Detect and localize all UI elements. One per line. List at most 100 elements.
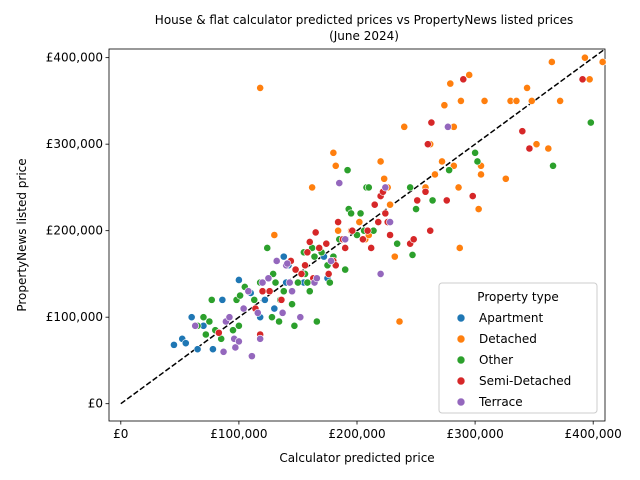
- point-semi-detached: [315, 244, 324, 252]
- point-apartment: [235, 276, 243, 284]
- point-semi-detached: [578, 75, 587, 84]
- point-apartment: [279, 252, 288, 261]
- legend: Property type Apartment Detached Other Semi…: [438, 282, 598, 414]
- point-terrace: [253, 308, 262, 317]
- legend-marker-other: [456, 355, 466, 365]
- point-detached: [431, 170, 439, 179]
- point-other: [279, 287, 288, 296]
- point-semi-detached: [258, 287, 267, 296]
- point-other: [343, 166, 352, 175]
- point-other: [364, 183, 373, 192]
- point-detached: [331, 161, 340, 170]
- point-other: [201, 330, 210, 339]
- y-tick-label: £400,000: [46, 51, 103, 65]
- point-other: [305, 287, 314, 296]
- point-semi-detached: [459, 75, 468, 84]
- y-tick-label: £100,000: [46, 310, 103, 324]
- point-terrace: [235, 337, 243, 346]
- point-semi-detached: [277, 295, 286, 304]
- point-semi-detached: [334, 218, 343, 226]
- point-other: [406, 183, 415, 192]
- point-other: [268, 313, 276, 322]
- point-terrace: [312, 274, 321, 283]
- point-semi-detached: [381, 209, 390, 218]
- point-detached: [474, 205, 483, 213]
- point-detached: [465, 71, 474, 79]
- y-axis-label: PropertyNews listed price: [15, 158, 29, 311]
- point-detached: [480, 97, 489, 105]
- point-detached: [376, 157, 385, 166]
- point-detached: [440, 101, 449, 110]
- point-other: [325, 278, 334, 287]
- point-semi-detached: [322, 239, 331, 248]
- point-semi-detached: [386, 231, 394, 239]
- point-semi-detached: [291, 265, 300, 274]
- point-semi-detached: [359, 235, 367, 244]
- point-semi-detached: [370, 200, 379, 209]
- point-terrace: [256, 334, 265, 343]
- point-other: [271, 278, 280, 287]
- legend-label-terrace: Terrace: [478, 395, 523, 409]
- point-other: [288, 300, 296, 309]
- point-semi-detached: [297, 270, 306, 278]
- point-semi-detached: [421, 187, 430, 196]
- legend-label-other: Other: [479, 353, 513, 367]
- point-semi-detached: [427, 118, 436, 127]
- point-detached: [512, 97, 521, 105]
- point-apartment: [187, 313, 196, 322]
- y-axis: £0 £100,000 £200,000 £300,000 £400,000: [46, 51, 109, 411]
- point-other: [347, 209, 355, 218]
- point-semi-detached: [518, 127, 527, 136]
- point-terrace: [386, 218, 394, 226]
- point-terrace: [239, 304, 248, 313]
- point-terrace: [264, 274, 273, 283]
- point-detached: [355, 218, 364, 226]
- point-other: [205, 317, 214, 326]
- point-detached: [527, 97, 536, 105]
- point-terrace: [247, 352, 256, 361]
- point-terrace: [225, 313, 234, 322]
- point-terrace: [285, 278, 294, 287]
- point-terrace: [444, 122, 452, 131]
- point-other: [263, 244, 272, 252]
- legend-label-apartment: Apartment: [479, 311, 543, 325]
- point-terrace: [376, 270, 385, 278]
- point-other: [310, 252, 319, 261]
- point-detached: [501, 174, 510, 183]
- point-other: [445, 166, 454, 175]
- point-terrace: [288, 287, 296, 296]
- point-other: [473, 157, 482, 166]
- point-detached: [585, 75, 594, 84]
- point-semi-detached: [374, 218, 383, 226]
- point-detached: [477, 170, 485, 179]
- y-tick-label: £0: [88, 397, 103, 411]
- legend-marker-apartment: [456, 313, 466, 323]
- legend-marker-terrace: [456, 397, 466, 407]
- point-semi-detached: [442, 196, 451, 205]
- point-other: [408, 250, 417, 259]
- point-other: [341, 265, 350, 274]
- point-semi-detached: [367, 244, 376, 252]
- point-apartment: [181, 339, 190, 348]
- point-detached: [455, 244, 464, 252]
- point-semi-detached: [363, 226, 372, 235]
- point-apartment: [260, 295, 269, 304]
- x-axis: £0 £100,000 £200,000 £300,000 £400,000: [113, 421, 622, 441]
- point-other: [207, 295, 216, 304]
- point-semi-detached: [301, 261, 309, 270]
- point-terrace: [219, 347, 228, 356]
- y-tick-label: £200,000: [46, 224, 103, 238]
- point-semi-detached: [468, 192, 477, 200]
- legend-marker-semi-detached: [456, 376, 466, 386]
- y-tick-label: £300,000: [46, 137, 103, 151]
- point-detached: [395, 317, 404, 326]
- point-detached: [256, 84, 265, 92]
- point-semi-detached: [413, 196, 422, 205]
- point-semi-detached: [265, 287, 274, 296]
- point-semi-detached: [426, 226, 435, 235]
- point-detached: [270, 231, 279, 239]
- point-detached: [400, 122, 409, 131]
- point-detached: [334, 226, 343, 235]
- point-semi-detached: [324, 270, 333, 278]
- legend-label-detached: Detached: [479, 332, 537, 346]
